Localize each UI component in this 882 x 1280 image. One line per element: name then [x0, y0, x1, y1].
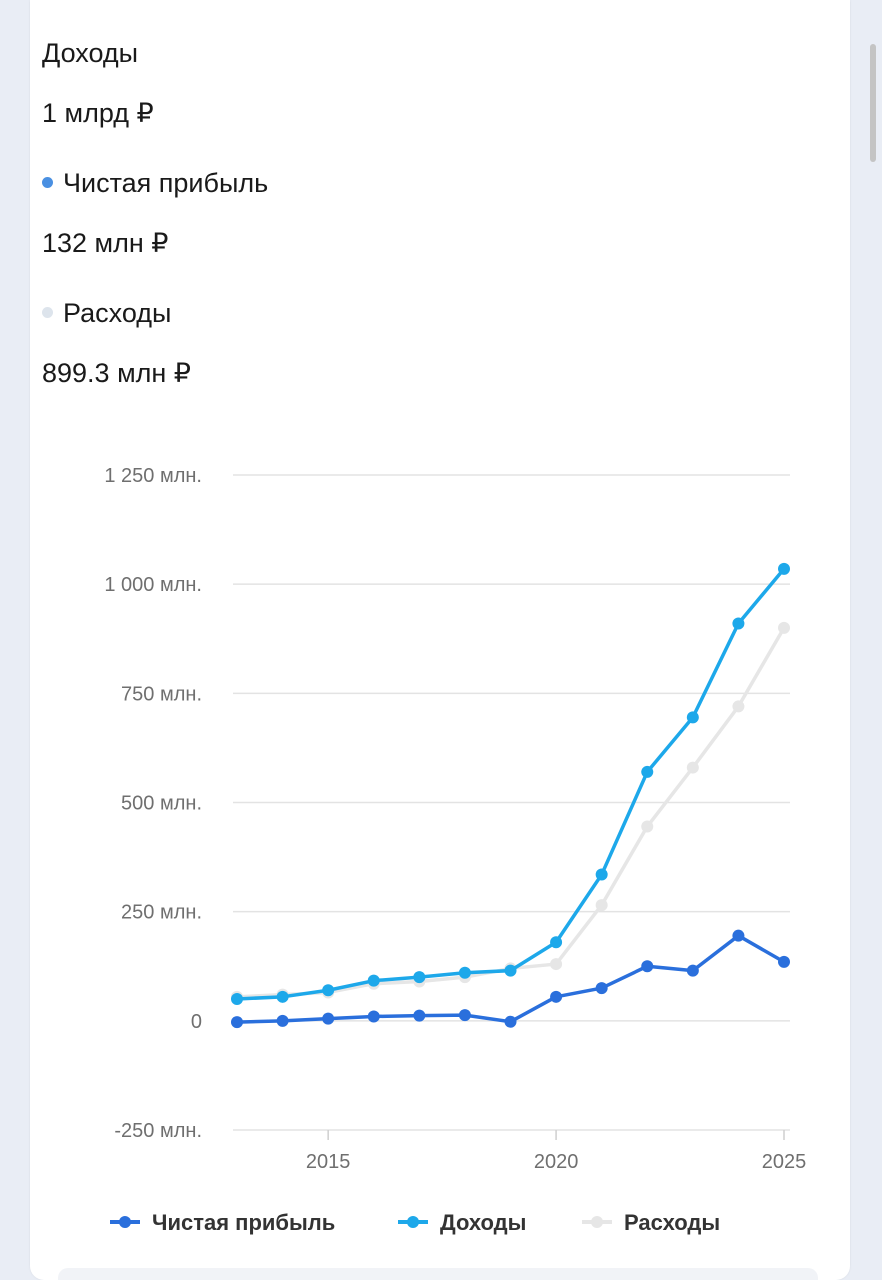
series-2	[231, 621, 790, 1003]
series-group	[231, 562, 790, 1029]
data-point[interactable]	[413, 1009, 426, 1022]
legend-item[interactable]: Расходы	[582, 1210, 720, 1235]
legend: Чистая прибыль Доходы Расходы	[110, 1210, 720, 1235]
data-point[interactable]	[732, 929, 745, 942]
y-tick-label: 1 000 млн.	[104, 574, 202, 596]
x-tick-label: 2025	[762, 1151, 807, 1173]
next-card-edge	[58, 1268, 818, 1280]
data-point[interactable]	[778, 621, 790, 634]
x-axis: 2015 2020 2025	[306, 1130, 806, 1173]
data-point[interactable]	[367, 974, 380, 987]
data-point[interactable]	[641, 960, 654, 973]
y-tick-label: -250 млн.	[114, 1120, 202, 1142]
data-point[interactable]	[778, 562, 790, 575]
series-1	[231, 562, 790, 1005]
data-point[interactable]	[550, 936, 563, 949]
x-tick-label: 2020	[534, 1151, 579, 1173]
data-point[interactable]	[413, 971, 426, 984]
data-point[interactable]	[595, 868, 608, 881]
data-point[interactable]	[276, 990, 289, 1003]
y-axis: -250 млн. 0 250 млн. 500 млн. 750 млн. 1 000 …	[104, 465, 202, 1142]
data-point[interactable]	[458, 966, 471, 979]
data-point[interactable]	[322, 1012, 335, 1025]
data-point[interactable]	[686, 964, 699, 977]
chart-card	[30, 0, 850, 1280]
income-value: 1 млрд ₽	[42, 98, 154, 128]
x-tick-label: 2015	[306, 1151, 351, 1173]
data-point[interactable]	[367, 1010, 380, 1023]
scrollbar[interactable]	[870, 44, 876, 162]
data-point[interactable]	[732, 617, 745, 630]
data-point[interactable]	[231, 993, 243, 1005]
series-0	[231, 929, 790, 1029]
profit-value: 132 млн ₽	[42, 228, 169, 258]
legend-dot-icon	[591, 1216, 603, 1228]
legend-label: Доходы	[440, 1210, 526, 1235]
y-tick-label: 500 млн.	[121, 793, 202, 815]
legend-item[interactable]: Чистая прибыль	[110, 1210, 335, 1235]
data-point[interactable]	[550, 990, 563, 1003]
series-line	[236, 933, 785, 1024]
data-point[interactable]	[686, 711, 699, 724]
data-point[interactable]	[504, 964, 517, 977]
data-point[interactable]	[276, 1014, 289, 1027]
profit-label-row: Чистая прибыль	[42, 168, 268, 199]
legend-dot-icon	[119, 1216, 131, 1228]
data-point[interactable]	[732, 700, 745, 713]
y-tick-label: 750 млн.	[121, 683, 202, 705]
data-point[interactable]	[778, 955, 790, 968]
expenses-label: Расходы	[63, 298, 172, 328]
series-line	[236, 567, 786, 1001]
grid-lines	[233, 474, 790, 1131]
data-point[interactable]	[458, 1009, 471, 1022]
y-tick-label: 250 млн.	[121, 902, 202, 924]
legend-item[interactable]: Доходы	[398, 1210, 526, 1235]
data-point[interactable]	[686, 761, 699, 774]
data-point[interactable]	[595, 899, 608, 912]
data-point[interactable]	[641, 820, 654, 833]
expenses-label-row: Расходы	[42, 298, 171, 329]
expenses-value: 899.3 млн ₽	[42, 358, 191, 388]
data-point[interactable]	[231, 1016, 243, 1029]
legend-dot-icon	[407, 1216, 419, 1228]
data-point[interactable]	[322, 984, 335, 997]
series-line	[236, 626, 786, 999]
data-point[interactable]	[641, 765, 654, 778]
legend-label: Расходы	[624, 1210, 720, 1235]
y-tick-label: 0	[191, 1011, 202, 1033]
y-tick-label: 1 250 млн.	[104, 465, 202, 487]
data-point[interactable]	[550, 958, 563, 971]
income-label: Доходы	[42, 38, 139, 68]
profit-label: Чистая прибыль	[63, 168, 269, 198]
data-point[interactable]	[595, 982, 608, 995]
legend-label: Чистая прибыль	[152, 1210, 335, 1235]
data-point[interactable]	[504, 1015, 517, 1028]
expenses-dot-icon	[42, 307, 53, 319]
profit-dot-icon	[42, 177, 53, 189]
